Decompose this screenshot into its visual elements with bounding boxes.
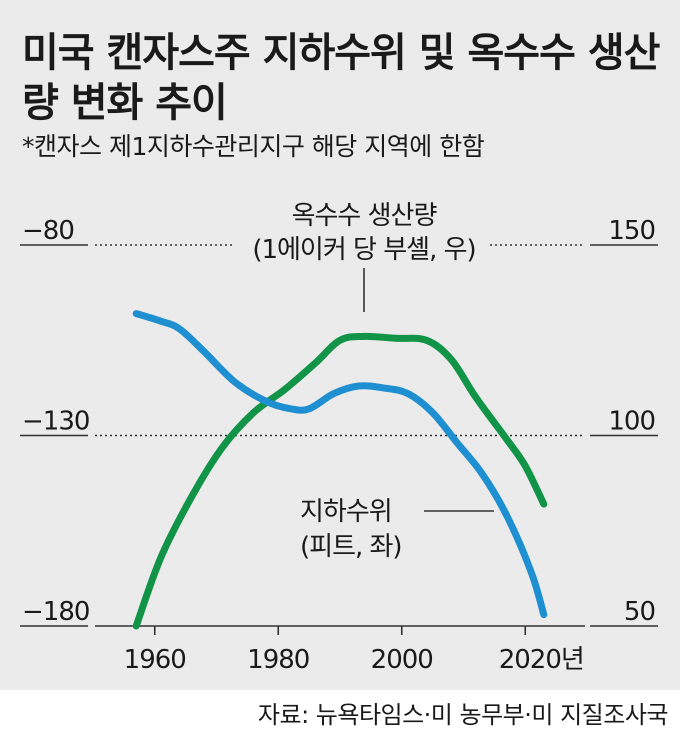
left-tick-label: −80 (22, 216, 74, 246)
right-tick-label: 150 (608, 216, 655, 246)
x-tick-label: 1960 (124, 645, 186, 675)
right-tick-label: 100 (608, 407, 655, 437)
corn-yield-line (136, 336, 544, 626)
left-tick-label: −180 (22, 597, 89, 627)
x-tick-label: 1980 (247, 645, 309, 675)
right-tick-label: 50 (624, 597, 655, 627)
source-note: 자료: 뉴욕타임스·미 농무부·미 지질조사국 (258, 700, 668, 730)
x-tick-label: 2000 (371, 645, 433, 675)
groundwater-label: 지하수위 (300, 497, 392, 527)
groundwater-label-unit: (피트, 좌) (300, 532, 402, 562)
corn-label: 옥수수 생산량 (292, 201, 438, 231)
corn-label-unit: (1에이커 당 부셸, 우) (252, 235, 475, 265)
x-tick-label: 2020년 (499, 645, 584, 675)
groundwater-level-line (136, 314, 544, 615)
line-chart: −80 −130 −180 150 100 50 1960 1980 2000 2020년 옥수수… (0, 0, 680, 690)
left-tick-label: −130 (22, 407, 89, 437)
